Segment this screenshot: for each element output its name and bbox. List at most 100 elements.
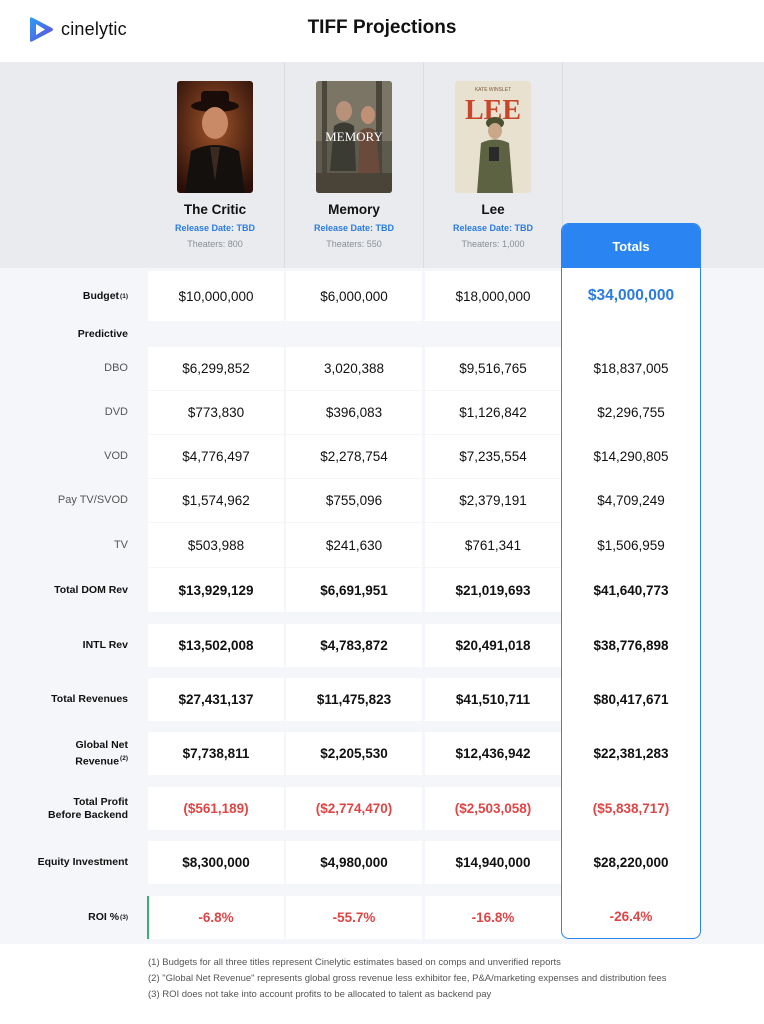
film-header-the-critic: The Critic Release Date: TBD Theaters: 8…: [146, 62, 284, 268]
top-bar: cinelytic TIFF Projections: [0, 0, 764, 62]
vod-the-critic: $4,776,497: [148, 435, 284, 478]
footnote-1: (1) Budgets for all three titles represe…: [148, 957, 561, 968]
roi-memory: -55.7%: [286, 896, 422, 939]
label-text: ROI %: [88, 911, 120, 923]
poster-title-text: MEMORY: [325, 129, 383, 144]
dvd-total: $2,296,755: [563, 391, 699, 434]
global-net-lee: $12,436,942: [425, 732, 561, 775]
total-rev-lee: $41,510,711: [425, 678, 561, 721]
theaters-count: Theaters: 800: [187, 239, 243, 249]
profit-lee: ($2,503,058): [425, 787, 561, 830]
intl-memory: $4,783,872: [286, 624, 422, 667]
poster-the-critic[interactable]: [177, 81, 253, 193]
profit-total: ($5,838,717): [563, 787, 699, 830]
global-net-total: $22,381,283: [563, 732, 699, 775]
poster-image: KATE WINSLET LEE: [455, 81, 531, 193]
tv-total: $1,506,959: [563, 523, 699, 567]
row-label-total-revenues: Total Revenues: [51, 693, 128, 705]
equity-memory: $4,980,000: [286, 841, 422, 884]
row-label-intl-rev: INTL Rev: [82, 639, 128, 651]
budget-memory: $6,000,000: [286, 271, 422, 321]
row-label-tv: TV: [113, 538, 128, 551]
theaters-count: Theaters: 1,000: [461, 239, 525, 249]
row-label-total-dom-rev: Total DOM Rev: [54, 583, 128, 596]
film-header-memory: MEMORY Memory Release Date: TBD Theaters…: [285, 62, 423, 268]
poster-memory[interactable]: MEMORY: [316, 81, 392, 193]
poster-image: MEMORY: [316, 81, 392, 193]
vod-lee: $7,235,554: [425, 435, 561, 478]
paytv-memory: $755,096: [286, 479, 422, 522]
roi-the-critic: -6.8%: [148, 896, 284, 939]
dbo-memory: 3,020,388: [286, 347, 422, 390]
budget-the-critic: $10,000,000: [148, 271, 284, 321]
dvd-lee: $1,126,842: [425, 391, 561, 434]
brand-name: cinelytic: [61, 19, 127, 39]
film-title: Memory: [328, 202, 380, 217]
budget-lee: $18,000,000: [425, 271, 561, 321]
brand-logo[interactable]: cinelytic: [29, 16, 127, 43]
poster-lee[interactable]: KATE WINSLET LEE: [455, 81, 531, 193]
dvd-the-critic: $773,830: [148, 391, 284, 434]
play-logo-icon: [30, 17, 53, 42]
global-net-the-critic: $7,738,811: [148, 732, 284, 775]
paytv-total: $4,709,249: [563, 479, 699, 522]
label-line-2: Revenue(2): [75, 752, 128, 769]
paytv-lee: $2,379,191: [425, 479, 561, 522]
label-text: Revenue: [75, 755, 120, 768]
row-label-dbo: DBO: [104, 362, 128, 374]
global-net-memory: $2,205,530: [286, 732, 422, 775]
section-predictive: Predictive: [77, 327, 128, 340]
dvd-memory: $396,083: [286, 391, 422, 434]
total-dom-total: $41,640,773: [563, 568, 699, 612]
row-label-dvd: DVD: [104, 406, 128, 418]
row-label-total-profit: Total Profit Before Backend: [0, 787, 128, 830]
equity-lee: $14,940,000: [425, 841, 561, 884]
theaters-count: Theaters: 550: [326, 239, 382, 249]
label-line-1: Total Profit: [73, 795, 128, 808]
roi-total: -26.4%: [563, 896, 699, 936]
profit-memory: ($2,774,470): [286, 787, 422, 830]
footnote-2: (2) "Global Net Revenue" represents glob…: [148, 973, 667, 984]
footnote-ref: (2): [120, 754, 128, 762]
row-label-equity-investment: Equity Investment: [37, 856, 128, 868]
profit-the-critic: ($561,189): [148, 787, 284, 830]
total-rev-total: $80,417,671: [563, 678, 699, 721]
page-title: TIFF Projections: [307, 17, 457, 38]
vod-memory: $2,278,754: [286, 435, 422, 478]
tv-memory: $241,630: [286, 523, 422, 567]
label-line-2: Before Backend: [48, 808, 128, 821]
label-text: Budget: [82, 289, 120, 302]
roi-row-marker: [147, 896, 149, 939]
release-date: Release Date: TBD: [174, 223, 256, 233]
intl-total: $38,776,898: [563, 624, 699, 667]
film-title: The Critic: [183, 202, 247, 217]
totals-header: Totals: [562, 224, 700, 268]
footnote-ref: (3): [120, 914, 128, 921]
intl-the-critic: $13,502,008: [148, 624, 284, 667]
dbo-lee: $9,516,765: [425, 347, 561, 390]
release-date: Release Date: TBD: [313, 223, 395, 233]
column-divider: [423, 62, 424, 268]
tv-the-critic: $503,988: [148, 523, 284, 567]
dbo-the-critic: $6,299,852: [148, 347, 284, 390]
footnote-ref: (1): [120, 292, 128, 300]
row-label-pay-tv: Pay TV/SVOD: [57, 494, 128, 506]
row-label-global-net-revenue: Global Net Revenue(2): [0, 732, 128, 775]
total-dom-lee: $21,019,693: [425, 568, 561, 612]
equity-the-critic: $8,300,000: [148, 841, 284, 884]
dbo-total: $18,837,005: [563, 347, 699, 390]
paytv-the-critic: $1,574,962: [148, 479, 284, 522]
row-label-vod: VOD: [104, 450, 128, 462]
total-dom-the-critic: $13,929,129: [148, 568, 284, 612]
footnote-3: (3) ROI does not take into account profi…: [148, 989, 492, 1000]
total-rev-the-critic: $27,431,137: [148, 678, 284, 721]
film-header-lee: KATE WINSLET LEE Lee Release Date: TBD T…: [424, 62, 562, 268]
intl-lee: $20,491,018: [425, 624, 561, 667]
row-label-budget: Budget (1): [0, 271, 128, 321]
film-title: Lee: [481, 202, 505, 217]
roi-lee: -16.8%: [425, 896, 561, 939]
poster-subtext: KATE WINSLET: [475, 87, 511, 93]
column-divider: [562, 62, 563, 268]
total-dom-memory: $6,691,951: [286, 568, 422, 612]
label-line-1: Global Net: [75, 738, 128, 751]
